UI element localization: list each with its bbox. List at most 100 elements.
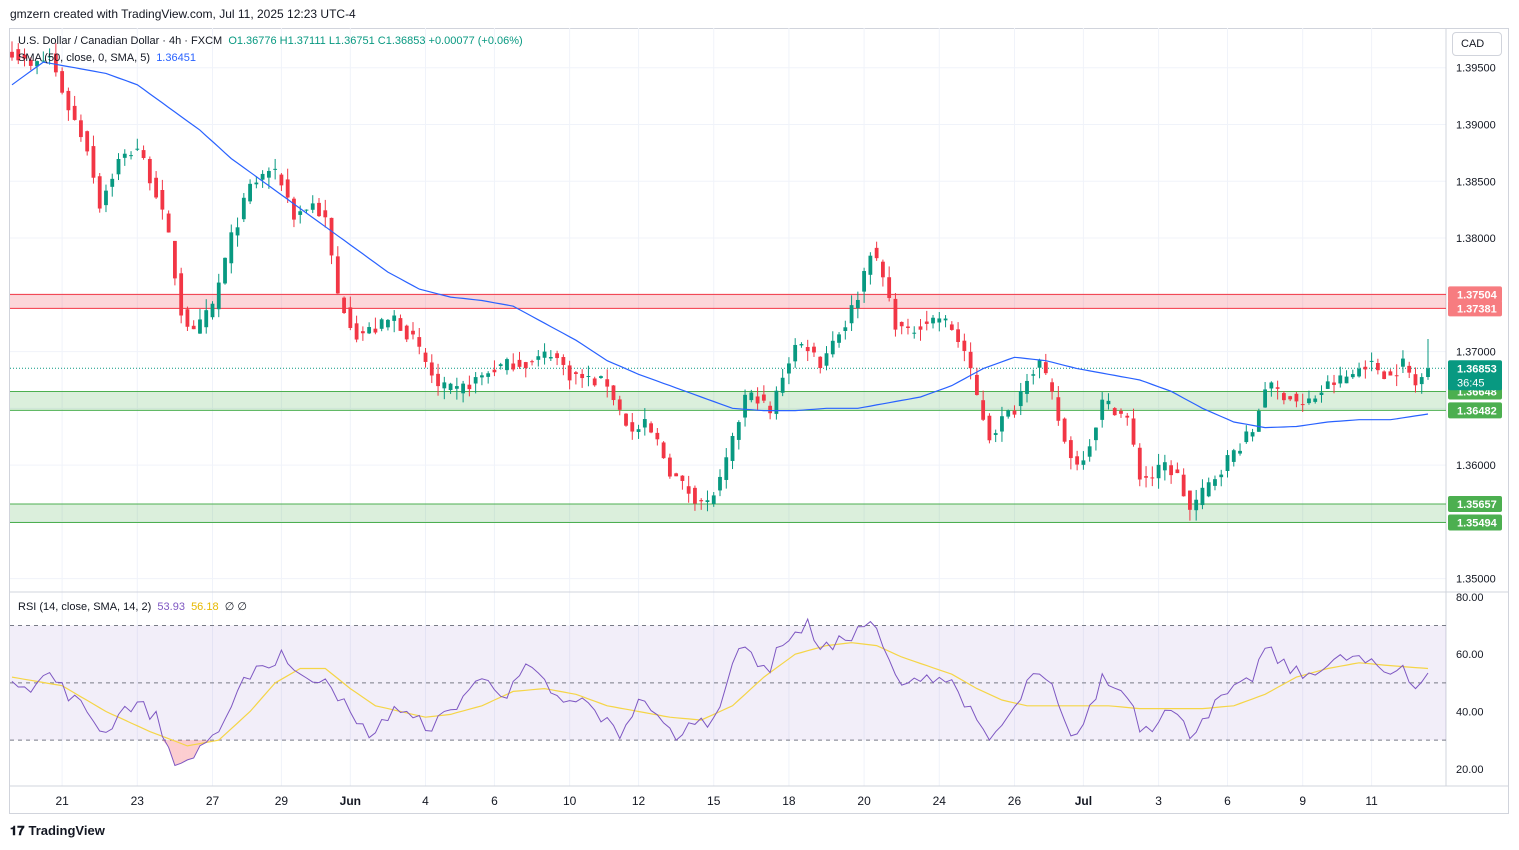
candle-body (555, 353, 559, 359)
candle (749, 389, 754, 403)
candle-body (1269, 382, 1274, 389)
candle (91, 135, 96, 184)
candle-body (1244, 431, 1249, 443)
candle (1144, 466, 1148, 488)
candle-body (1050, 382, 1054, 392)
candle-body (592, 378, 597, 386)
last-price-tag: 1.36853 36:45 (1448, 360, 1502, 391)
candle (1050, 378, 1054, 400)
rsi-extra: ∅ ∅ (224, 601, 247, 613)
zone-resistance (10, 294, 1446, 309)
price-tick-label: 1.38500 (1456, 176, 1496, 188)
candle (849, 295, 854, 332)
currency-button[interactable]: CAD (1452, 32, 1502, 56)
candle-body (1068, 440, 1073, 459)
candle-body (899, 321, 904, 327)
candle-body (166, 213, 171, 233)
candle-body (862, 271, 867, 292)
candle-body (1043, 362, 1048, 374)
candle-body (1025, 380, 1029, 394)
candle-body (924, 321, 929, 324)
candle (1062, 417, 1067, 444)
candle (1231, 448, 1236, 467)
candle-body (548, 357, 553, 359)
candle (1325, 375, 1330, 389)
candle (436, 363, 440, 396)
candle-body (761, 394, 766, 401)
candle-body (511, 363, 516, 370)
candle-body (104, 190, 108, 206)
candle (429, 354, 434, 384)
price-axis: 1.350001.355001.360001.365001.370001.375… (1448, 63, 1502, 586)
sma-series (11, 61, 1429, 429)
candle (122, 149, 127, 166)
candle-body (1100, 399, 1105, 420)
candle-body (855, 299, 860, 309)
candle (686, 475, 691, 503)
candle-body (480, 375, 484, 378)
time-tick-label: 29 (275, 794, 289, 808)
candle-body (1407, 365, 1412, 373)
candle (448, 382, 453, 394)
candle (260, 170, 265, 188)
candle-body (1419, 377, 1424, 385)
time-tick-label: Jun (340, 794, 361, 808)
tradingview-logo-icon: 𝟏𝟕 (10, 823, 25, 838)
candle-body (191, 325, 196, 330)
sma-value: 1.36451 (156, 52, 196, 64)
candle (561, 354, 566, 376)
candle-body (198, 319, 202, 334)
candle (730, 432, 735, 470)
candle (1188, 490, 1192, 521)
candle-body (530, 361, 534, 363)
candle (1313, 395, 1318, 404)
candle-body (1238, 450, 1242, 454)
candle-body (1018, 390, 1023, 407)
candle (542, 343, 547, 365)
rsi-legend[interactable]: RSI (14, close, SMA, 14, 2) 53.93 56.18 … (18, 600, 247, 613)
candle (599, 375, 603, 379)
candle-body (937, 318, 942, 323)
candle (718, 469, 722, 497)
candle (1000, 406, 1004, 442)
candle (1300, 393, 1305, 412)
candle (774, 386, 779, 420)
candle-body (611, 385, 616, 401)
candle (28, 57, 33, 71)
candle-body (1206, 482, 1211, 497)
rsi-oversold-fill (174, 740, 182, 766)
candle-body (505, 359, 509, 371)
candle (1150, 466, 1155, 487)
candle-body (605, 379, 610, 387)
candle-body (793, 344, 798, 362)
candle (85, 130, 90, 156)
candle-body (1413, 374, 1418, 386)
candle-body (711, 495, 716, 504)
candle (711, 492, 716, 507)
candle (254, 176, 259, 189)
tradingview-footer[interactable]: 𝟏𝟕 TradingView (10, 823, 105, 839)
candle (755, 387, 760, 411)
candle-body (805, 347, 810, 352)
candle-body (1181, 474, 1186, 497)
candle-body (624, 413, 628, 426)
sma-legend[interactable]: SMA (50, close, 0, SMA, 5) 1.36451 (18, 52, 196, 64)
candles (10, 41, 1430, 521)
candle (1219, 469, 1224, 487)
candle-body (10, 51, 14, 58)
candle-body (768, 405, 773, 414)
candle (141, 145, 146, 160)
zone-label-bottom-text: 1.35494 (1457, 518, 1498, 530)
candle-body (411, 330, 415, 335)
candle-body (22, 54, 27, 59)
rsi-oversold-fill (168, 740, 175, 766)
candle (1225, 450, 1230, 478)
symbol-legend[interactable]: U.S. Dollar / Canadian Dollar · 4h · FXC… (18, 35, 523, 47)
candle-body (1037, 360, 1042, 368)
candle-body (216, 282, 221, 310)
candle-body (1150, 477, 1155, 479)
candle (1025, 373, 1029, 403)
candle-body (1169, 465, 1174, 476)
candle-body (160, 190, 165, 210)
